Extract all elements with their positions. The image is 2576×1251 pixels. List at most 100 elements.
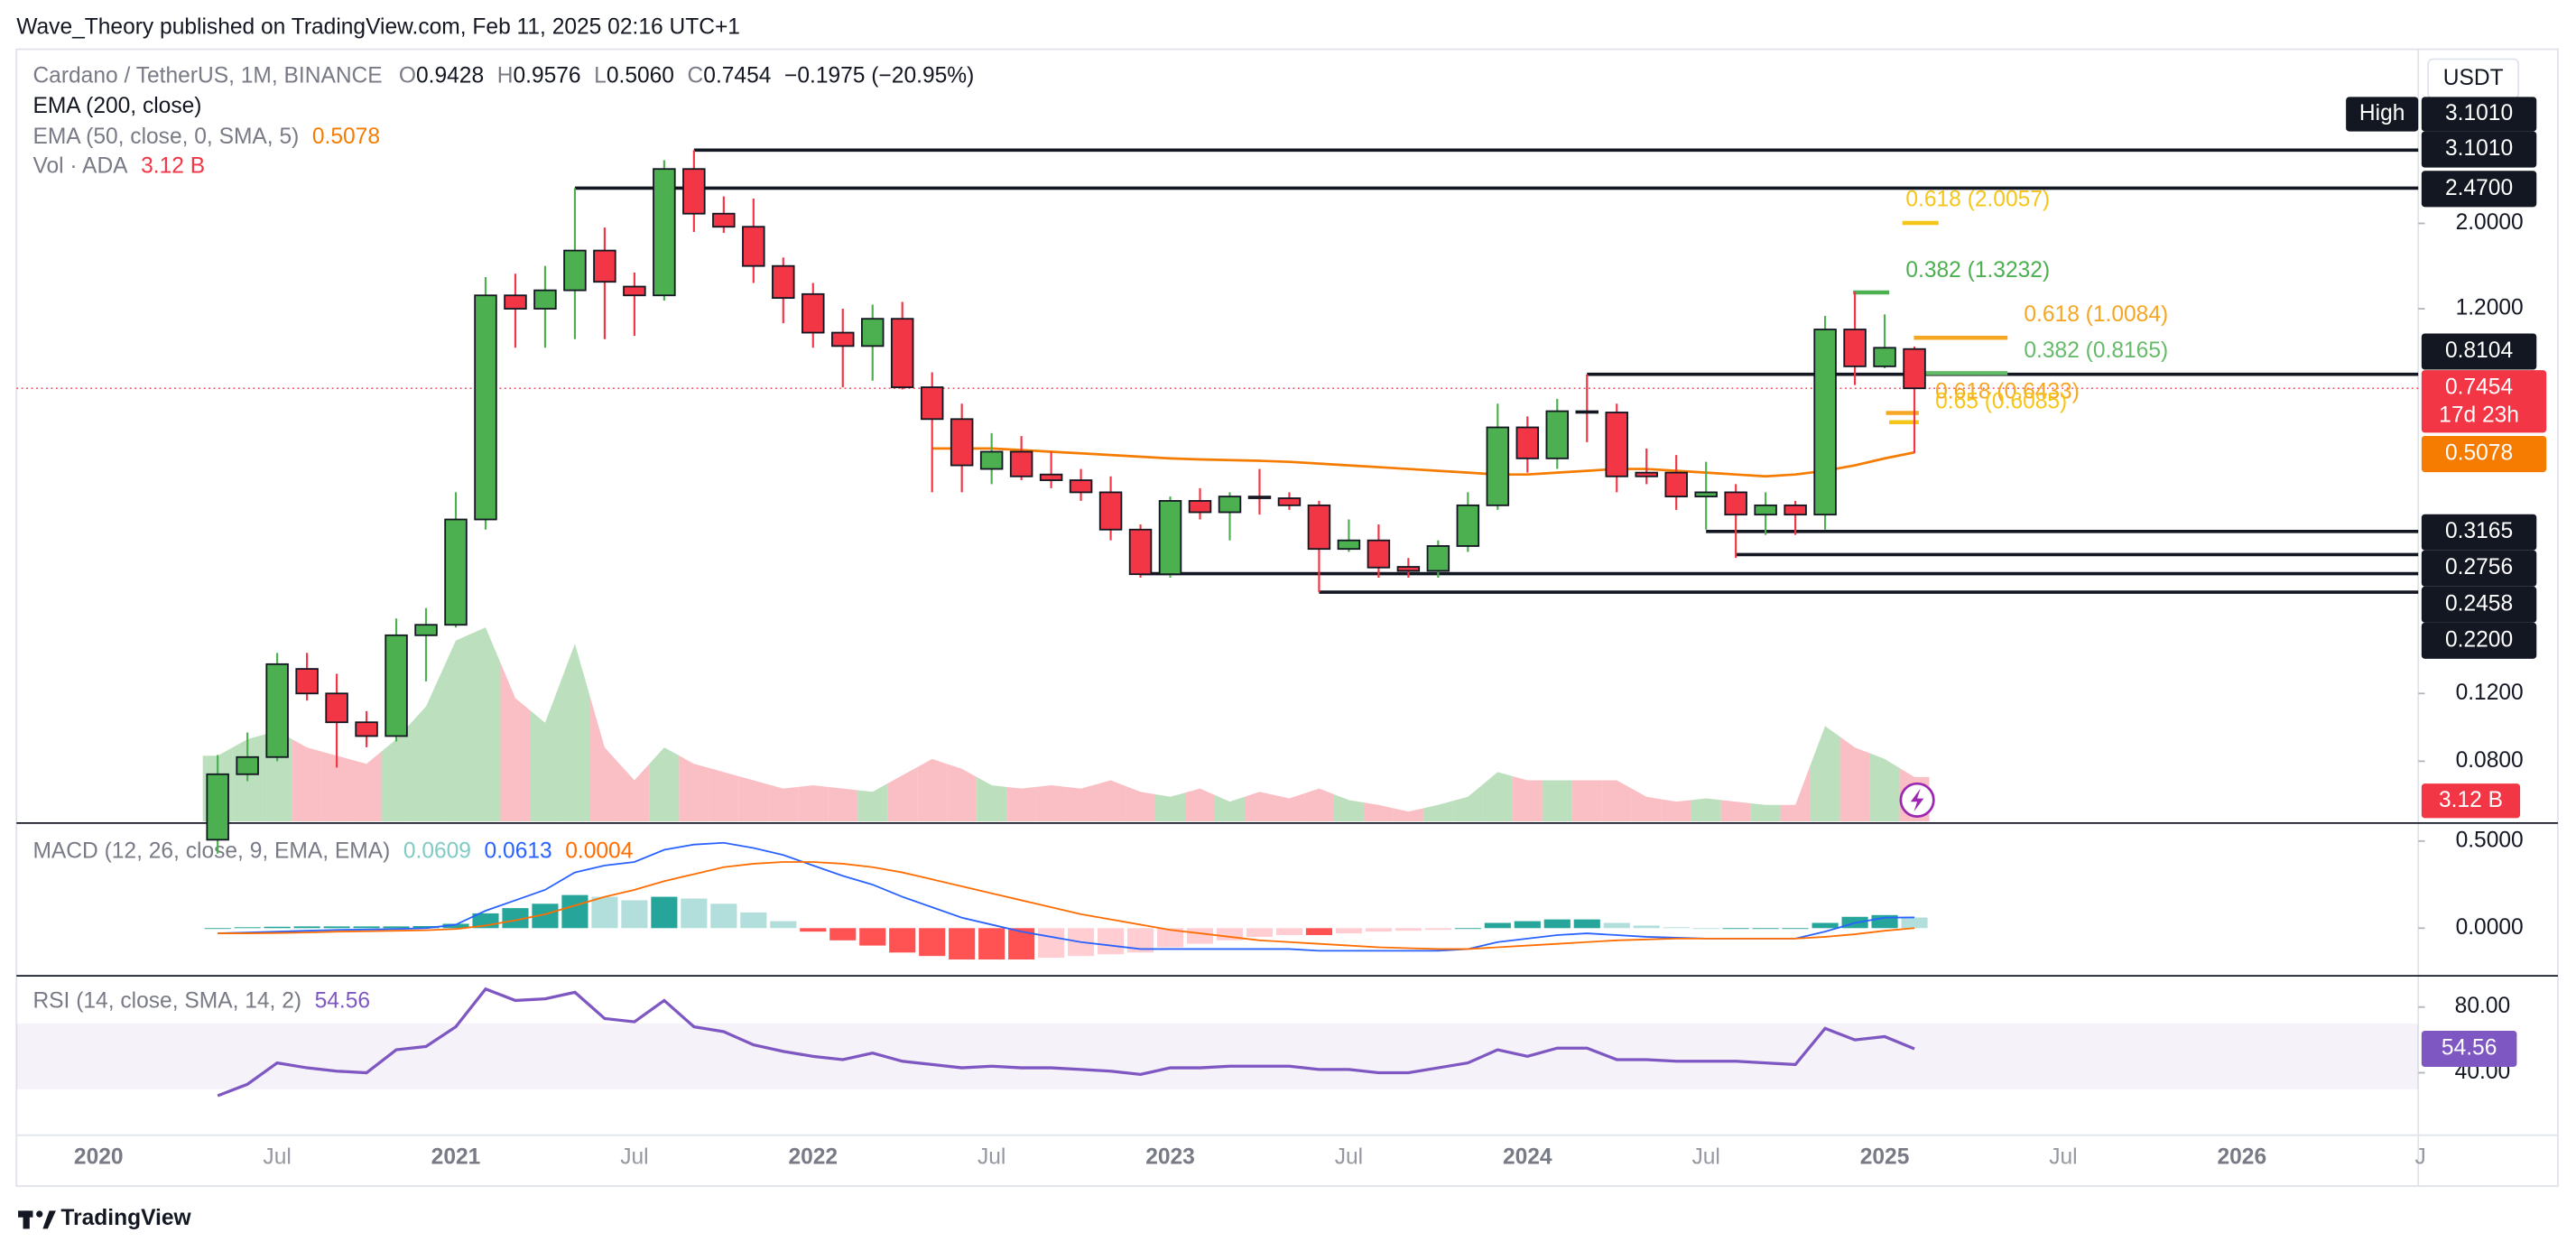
macd-histogram <box>323 926 350 929</box>
volume-area <box>1155 792 1186 822</box>
level-label-box <box>2421 171 2537 208</box>
candle-body <box>1128 528 1153 576</box>
volume-area <box>351 751 382 822</box>
candle-body <box>1515 426 1540 459</box>
candle-body <box>1158 500 1182 576</box>
macd-histogram <box>502 908 529 929</box>
volume-area <box>1780 765 1811 822</box>
candle-body <box>265 663 289 758</box>
high-value-box <box>2421 97 2537 132</box>
candle-body <box>1724 491 1747 516</box>
level-label-box <box>2421 514 2537 551</box>
macd-histogram <box>1038 928 1065 959</box>
volume-area <box>1422 801 1453 822</box>
x-tick-label: 2026 <box>2217 1145 2266 1170</box>
candle-body <box>682 168 706 215</box>
macd-histogram <box>353 926 380 929</box>
candle-body <box>444 518 468 626</box>
volume-area <box>679 755 709 822</box>
footer-brand: TradingView <box>60 1206 191 1230</box>
candle-body <box>712 212 736 228</box>
published: Wave_Theory published on TradingView.com… <box>16 14 740 39</box>
y-tick-label: 0.1200 <box>2456 681 2524 705</box>
candle-body <box>802 292 825 334</box>
volume-area <box>709 767 739 822</box>
macd-histogram <box>1454 928 1481 930</box>
candle-body <box>414 624 438 636</box>
fib-label: 0.382 (1.3232) <box>1905 258 2050 283</box>
volume-area <box>1720 800 1751 822</box>
macd-histogram <box>1484 922 1511 929</box>
candle-body <box>1069 479 1093 494</box>
macd-histogram <box>204 928 231 930</box>
macd-histogram <box>1395 928 1422 931</box>
high-tag: High <box>2359 101 2405 125</box>
macd-histogram <box>383 926 410 929</box>
volume-area <box>1601 780 1632 822</box>
volume-box <box>2421 783 2521 819</box>
macd-tick-label: 0.5000 <box>2456 828 2524 852</box>
candle-body <box>1784 504 1807 516</box>
candle-body <box>1635 471 1658 477</box>
macd-histogram <box>1603 922 1630 929</box>
candle-body <box>325 692 348 724</box>
candle-body <box>1039 473 1063 481</box>
currency[interactable]: USDT <box>2443 66 2504 90</box>
macd-histogram <box>889 928 916 953</box>
level-label-box <box>2421 333 2537 370</box>
h-tag: H <box>497 64 514 88</box>
legend-ema50: EMA (50, close, 0, SMA, 5) 0.5078 <box>32 125 380 149</box>
candle-body <box>474 294 497 521</box>
macd-histogram <box>621 900 648 929</box>
candle-body <box>1337 539 1361 551</box>
volume-area <box>1215 794 1245 822</box>
macd-histogram <box>919 928 946 957</box>
candle-body <box>1575 410 1598 414</box>
level-label: 0.2458 <box>2445 591 2513 616</box>
x-tick-label: 2021 <box>431 1145 481 1170</box>
volume-area <box>619 764 650 822</box>
volume-area <box>560 644 590 822</box>
level-label: 3.1010 <box>2445 136 2513 161</box>
volume-area <box>500 663 531 822</box>
macd-histogram <box>1722 928 1749 930</box>
candle-body <box>1903 348 1926 390</box>
level-label: 2.4700 <box>2445 176 2513 200</box>
alert-icon[interactable] <box>1899 782 1935 818</box>
o-tag: O <box>399 64 416 88</box>
volume-area <box>1691 798 1721 822</box>
y-tick-label: 2.0000 <box>2456 210 2524 235</box>
x-tick-label: Jul <box>1691 1145 1719 1170</box>
macd-histogram <box>1812 922 1839 929</box>
countdown-label: 17d 23h <box>2439 403 2519 428</box>
candle-body <box>1486 426 1510 506</box>
volume-area <box>411 673 441 822</box>
level-label-box <box>2421 550 2537 587</box>
volume-area <box>917 758 948 822</box>
macd-histogram <box>1335 928 1362 934</box>
x-tick-label: 2024 <box>1503 1145 1552 1170</box>
candle-body <box>533 289 557 310</box>
candle-body <box>950 418 974 467</box>
macd-histogram <box>949 928 976 960</box>
x-tick-label: Jul <box>2049 1145 2077 1170</box>
y-tick-label: 1.2000 <box>2456 296 2524 320</box>
volume-area <box>1750 802 1781 822</box>
macd-histogram <box>1365 928 1392 932</box>
macd-histogram <box>1275 928 1303 936</box>
volume-area <box>828 786 858 822</box>
macd-line <box>218 841 1915 952</box>
rsi-band <box>16 1023 2419 1089</box>
rsi-title: RSI (14, close, SMA, 14, 2) <box>32 989 301 1014</box>
candle-body <box>1426 545 1450 572</box>
o: 0.9428 <box>416 64 484 88</box>
candle-body <box>1009 450 1033 477</box>
candle-body <box>355 721 378 737</box>
macd-histogram <box>1782 928 1809 930</box>
macd-histogram <box>1305 928 1332 936</box>
volume-area <box>1303 788 1334 822</box>
x-tick-label: Jul <box>263 1145 291 1170</box>
rsi-tick-label: 80.00 <box>2455 994 2510 1018</box>
rsi-line <box>217 987 1915 1098</box>
l-tag: L <box>594 64 607 88</box>
